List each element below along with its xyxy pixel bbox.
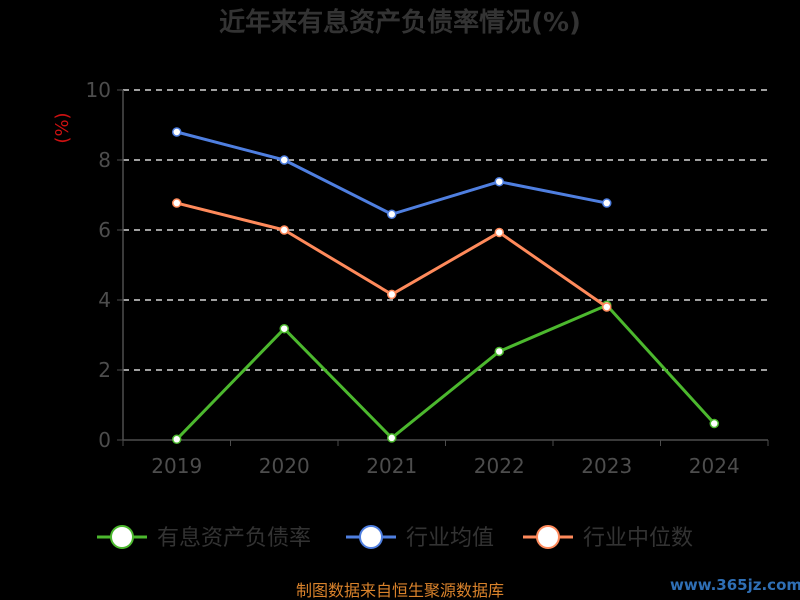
y-tick-label: 6 [98, 218, 111, 242]
series-group [172, 300, 719, 445]
legend[interactable]: 有息资产负债率 行业均值 行业中位数 [97, 525, 693, 551]
data-point [709, 418, 719, 429]
chart-title: 近年来有息资产负债率情况(%) [219, 7, 581, 38]
data-point [602, 198, 612, 208]
legend-label: 有息资产负债率 [157, 526, 311, 551]
x-tick-label: 2024 [689, 454, 740, 478]
series-lines [172, 127, 719, 445]
data-point [494, 346, 504, 357]
legend-marker [536, 525, 560, 549]
watermark: www.365jz.com [670, 576, 800, 594]
data-point [172, 127, 182, 137]
y-tick-label: 8 [98, 148, 111, 172]
data-point [279, 225, 289, 235]
legend-label: 行业中位数 [583, 526, 693, 551]
data-point [172, 434, 182, 445]
y-tick-label: 10 [86, 78, 111, 102]
data-point [279, 323, 289, 334]
series-group [172, 127, 612, 219]
grid-lines [123, 89, 768, 371]
data-point [387, 209, 397, 219]
series-line [175, 303, 716, 441]
legend-marker [110, 525, 134, 549]
legend-label: 行业均值 [406, 526, 494, 551]
x-tick-label: 2023 [581, 454, 632, 478]
x-tick-label: 2020 [259, 454, 310, 478]
legend-item[interactable]: 行业中位数 [523, 525, 693, 551]
data-point [172, 198, 182, 208]
data-point [387, 433, 397, 443]
axes: 0 2 4 6 8 10 2019 2020 2021 2022 2023 2024 [86, 78, 769, 478]
data-point [602, 302, 612, 312]
data-point [494, 227, 504, 238]
series-group [172, 198, 612, 312]
legend-item[interactable]: 有息资产负债率 [97, 525, 311, 551]
y-tick-label: 0 [98, 428, 111, 452]
data-point [387, 289, 397, 300]
y-axis-unit: (%) [52, 112, 73, 143]
data-point [279, 155, 289, 165]
x-tick-label: 2019 [151, 454, 202, 478]
y-tick-label: 4 [98, 288, 111, 312]
x-tick-label: 2022 [474, 454, 525, 478]
source-note: 制图数据来自恒生聚源数据库 [296, 581, 504, 600]
legend-item[interactable]: 行业均值 [346, 525, 494, 551]
data-point [494, 176, 504, 187]
series-line [175, 130, 609, 216]
legend-marker [359, 525, 383, 549]
x-tick-label: 2021 [366, 454, 417, 478]
y-tick-label: 2 [98, 358, 111, 382]
